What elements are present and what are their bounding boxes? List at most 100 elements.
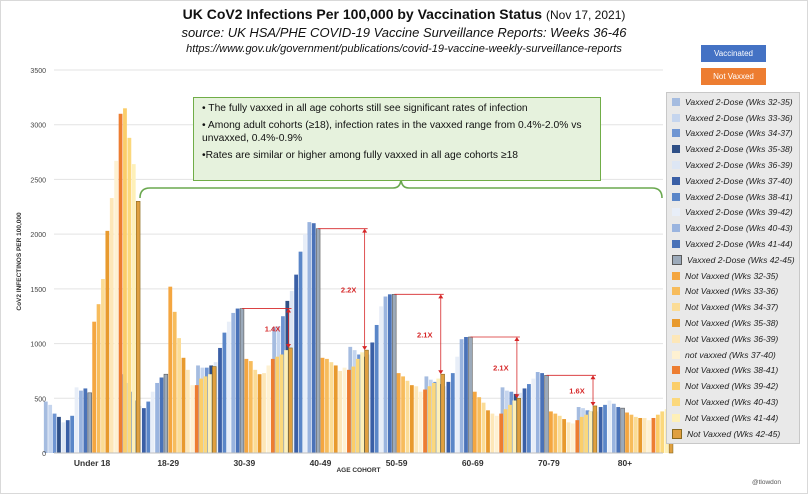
- legend-swatch: [672, 97, 680, 106]
- legend-swatch: [672, 145, 680, 154]
- bar: [535, 372, 540, 453]
- legend-swatch: [672, 366, 680, 375]
- bar: [592, 405, 598, 454]
- callout-brace: [139, 177, 663, 199]
- legend-item: Not Vaxxed (Wks 39-42): [667, 378, 799, 394]
- bar: [155, 382, 159, 453]
- ratio-arrowhead: [362, 346, 368, 351]
- bar: [159, 377, 164, 453]
- bar: [423, 389, 427, 453]
- bar: [566, 422, 571, 453]
- ratio-arrowhead: [286, 343, 292, 348]
- bar: [351, 366, 356, 453]
- legend-swatch: [672, 350, 680, 359]
- ratio-arrowhead: [590, 401, 596, 406]
- bar: [440, 373, 445, 454]
- bar: [194, 385, 199, 453]
- legend-item: Not Vaxxed (Wks 38-41): [667, 363, 799, 379]
- legend-swatch: [672, 413, 680, 422]
- legend-item: Not Vaxxed (Wks 41-44): [667, 410, 799, 426]
- x-tick-label: 50-59: [386, 458, 408, 468]
- legend-label: Vaxxed 2-Dose (Wks 39-42): [685, 207, 793, 218]
- green-brace: [139, 177, 663, 199]
- bar: [288, 347, 293, 454]
- legend-label: Not Vaxxed (Wks 40-43): [685, 397, 779, 408]
- legend-label: Not Vaxxed (Wks 39-42): [685, 381, 779, 392]
- bar: [611, 403, 616, 453]
- bar: [325, 358, 329, 453]
- bar: [266, 365, 271, 453]
- bar: [642, 417, 647, 453]
- legend-label: Not Vaxxed (Wks 34-37): [685, 302, 779, 313]
- ratio-arrowhead: [286, 308, 292, 313]
- bar: [150, 391, 155, 453]
- y-tick-label: 1500: [30, 287, 46, 294]
- bar: [262, 373, 266, 453]
- bar: [131, 164, 136, 453]
- bar: [531, 378, 536, 453]
- legend-swatch: [672, 161, 680, 170]
- bar: [540, 373, 545, 453]
- bar: [455, 356, 460, 453]
- bar: [607, 400, 612, 453]
- bar: [74, 387, 79, 453]
- ratio-label: 2.1X: [417, 330, 432, 339]
- legend-item: Vaxxed 2-Dose (Wks 38-41): [667, 189, 799, 205]
- legend-label: Vaxxed 2-Dose (Wks 38-41): [685, 191, 793, 202]
- bar: [212, 366, 217, 454]
- bar: [414, 386, 419, 453]
- legend-swatch: [672, 208, 680, 217]
- legend-item: Not Vaxxed (Wks 40-43): [667, 394, 799, 410]
- bar: [52, 413, 57, 453]
- legend-item: Vaxxed 2-Dose (Wks 34-37): [667, 126, 799, 142]
- bar: [549, 411, 553, 453]
- y-tick-label: 2500: [30, 177, 46, 184]
- title-text: UK CoV2 Infections Per 100,000 by Vaccin…: [182, 6, 543, 22]
- bar: [307, 222, 312, 453]
- bar: [508, 404, 512, 453]
- bar: [459, 339, 464, 453]
- bar: [92, 321, 97, 453]
- bar: [557, 415, 562, 453]
- bar: [279, 354, 284, 453]
- legend-item: Vaxxed 2-Dose (Wks 37-40): [667, 173, 799, 189]
- bar: [401, 376, 405, 453]
- legend-label: Vaxxed 2-Dose (Wks 32-35): [685, 96, 793, 107]
- bar: [379, 306, 383, 453]
- legend-label: Not Vaxxed (Wks 36-39): [685, 333, 779, 344]
- bar: [135, 201, 141, 454]
- bar: [181, 357, 186, 453]
- bar: [303, 234, 307, 453]
- y-tick-label: 1000: [30, 342, 46, 349]
- bar: [647, 420, 651, 453]
- legend-item: Vaxxed 2-Dose (Wks 36-39): [667, 157, 799, 173]
- bar: [231, 312, 236, 453]
- legend-item: Vaxxed 2-Dose (Wks 40-43): [667, 220, 799, 236]
- bar: [207, 374, 212, 453]
- legend-swatch: [672, 113, 680, 122]
- bar: [584, 414, 589, 453]
- bar: [499, 413, 504, 453]
- bar: [418, 391, 423, 453]
- legend-swatch: [672, 398, 680, 407]
- bar: [409, 385, 414, 453]
- bar: [190, 385, 195, 453]
- x-tick-label: 18-29: [157, 458, 179, 468]
- bar: [347, 369, 351, 453]
- callout-bullet-1: • The fully vaxxed in all age cohorts st…: [202, 103, 528, 114]
- bar: [284, 350, 288, 453]
- bar: [616, 407, 621, 453]
- bar: [177, 338, 181, 453]
- bar: [226, 321, 231, 453]
- bar: [172, 311, 177, 453]
- ratio-annotations: 1.4X 2.2X 2.1X 2.1X 1.6X: [242, 228, 597, 406]
- bar: [101, 279, 105, 453]
- bar: [512, 400, 517, 453]
- bar: [431, 382, 436, 453]
- bar: [61, 422, 66, 453]
- legend-swatch: [672, 382, 680, 391]
- bar: [105, 230, 110, 453]
- bar: [87, 392, 92, 454]
- x-axis-title: AGE COHORT: [336, 467, 380, 474]
- bar: [374, 324, 379, 453]
